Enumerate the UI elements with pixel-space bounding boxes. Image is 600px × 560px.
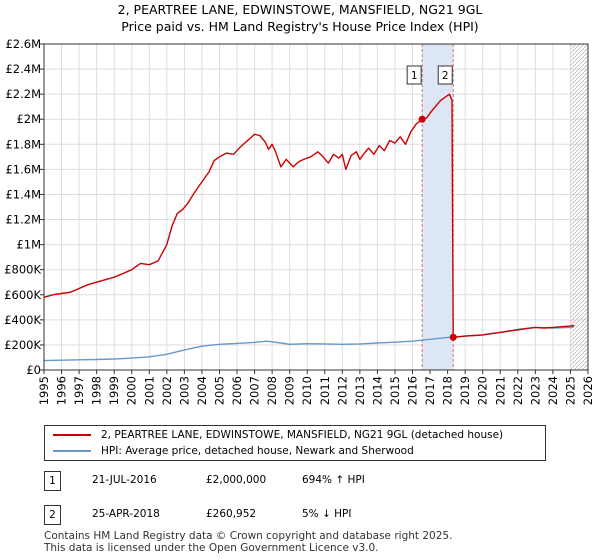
legend-item-property: 2, PEARTREE LANE, EDWINSTOWE, MANSFIELD,…: [53, 429, 503, 441]
y-tick-label: £1.2M: [5, 213, 41, 227]
marker-label: 1: [411, 70, 418, 82]
y-tick-label: £0: [26, 363, 41, 377]
x-tick-label: 2020: [476, 376, 490, 405]
marker-label-box: [437, 65, 453, 85]
transaction-price: £260,952: [206, 508, 257, 520]
x-tick-label: 2024: [546, 376, 560, 405]
transaction-hpi: 5% ↓ HPI: [302, 508, 352, 520]
x-tick-label: 1995: [37, 376, 51, 405]
x-tick-label: 2001: [142, 376, 156, 405]
transaction-date: 21-JUL-2016: [92, 474, 157, 486]
transaction-row: 1 21-JUL-2016 £2,000,000 694% ↑ HPI: [44, 471, 544, 491]
legend-label-property: 2, PEARTREE LANE, EDWINSTOWE, MANSFIELD,…: [101, 429, 504, 441]
y-tick-label: £1.4M: [5, 187, 41, 201]
x-tick-label: 2008: [265, 376, 279, 405]
x-tick-label: 1999: [107, 376, 121, 405]
legend-label-hpi: HPI: Average price, detached house, Newa…: [101, 445, 414, 457]
transaction-point: [449, 333, 457, 341]
x-tick-label: 1997: [72, 376, 86, 405]
transaction-row: 2 25-APR-2018 £260,952 5% ↓ HPI: [44, 505, 544, 525]
y-tick-label: £200K: [4, 338, 41, 352]
transaction-point: [418, 115, 426, 123]
transaction-badge: 1: [44, 471, 61, 491]
transaction-hpi: 694% ↑ HPI: [302, 474, 365, 486]
x-tick-label: 2019: [458, 376, 472, 405]
x-tick-label: 2023: [528, 376, 542, 405]
transaction-badge: 2: [44, 505, 61, 525]
x-tick-label: 2007: [248, 376, 262, 405]
y-tick-label: £1M: [16, 238, 41, 252]
x-tick-label: 2025: [563, 376, 577, 405]
x-tick-label: 2018: [441, 376, 455, 405]
x-tick-label: 2015: [388, 376, 402, 405]
y-tick-label: £2.6M: [5, 37, 41, 51]
chart-title-line1: 2, PEARTREE LANE, EDWINSTOWE, MANSFIELD,…: [117, 2, 483, 17]
x-tick-label: 2009: [283, 376, 297, 405]
x-tick-label: 2021: [493, 376, 507, 405]
x-tick-label: 2000: [125, 376, 139, 405]
x-tick-label: 2017: [423, 376, 437, 405]
legend-swatch-hpi: [53, 450, 91, 452]
x-tick-label: 1996: [55, 376, 69, 405]
transaction-price: £2,000,000: [206, 474, 267, 486]
y-tick-label: £2.4M: [5, 62, 41, 76]
y-tick-label: £600K: [4, 288, 41, 302]
chart-title-line2: Price paid vs. HM Land Registry's House …: [121, 19, 479, 34]
x-tick-label: 2022: [511, 376, 525, 405]
legend-item-hpi: HPI: Average price, detached house, Newa…: [53, 445, 414, 457]
marker-label: 2: [442, 70, 449, 82]
x-tick-label: 2011: [318, 376, 332, 405]
x-tick-label: 2002: [160, 376, 174, 405]
legend-swatch-property: [53, 434, 91, 436]
hpi-line: [43, 326, 575, 362]
y-tick-label: £1.8M: [5, 137, 41, 151]
property-price-line: [43, 93, 575, 338]
x-tick-label: 2004: [195, 376, 209, 405]
y-tick-label: £800K: [4, 263, 41, 277]
y-tick-label: £2M: [16, 112, 41, 126]
x-tick-label: 2026: [581, 376, 595, 405]
x-tick-label: 1998: [90, 376, 104, 405]
x-tick-label: 2005: [212, 376, 226, 405]
marker-label-box: [406, 65, 422, 85]
shaded-region: [422, 44, 454, 370]
y-tick-label: £1.6M: [5, 162, 41, 176]
x-tick-label: 2012: [335, 376, 349, 405]
price-chart: £0 £200K £400K £600K £800K £1M £1.2M £1.4M £1.6M…: [4, 37, 595, 405]
x-tick-label: 2006: [230, 376, 244, 405]
y-tick-label: £2.2M: [5, 87, 41, 101]
x-tick-label: 2003: [177, 376, 191, 405]
footer-copyright: Contains HM Land Registry data © Crown c…: [44, 530, 453, 542]
plot-frame: [43, 43, 589, 371]
y-tick-label: £400K: [4, 313, 41, 327]
legend: 2, PEARTREE LANE, EDWINSTOWE, MANSFIELD,…: [44, 425, 546, 461]
footer-licence: This data is licensed under the Open Gov…: [44, 542, 379, 554]
x-tick-label: 2010: [300, 376, 314, 405]
x-tick-label: 2014: [370, 376, 384, 405]
transaction-date: 25-APR-2018: [92, 508, 160, 520]
hatched-region: [570, 44, 588, 370]
x-tick-label: 2013: [353, 376, 367, 405]
x-tick-label: 2016: [406, 376, 420, 405]
